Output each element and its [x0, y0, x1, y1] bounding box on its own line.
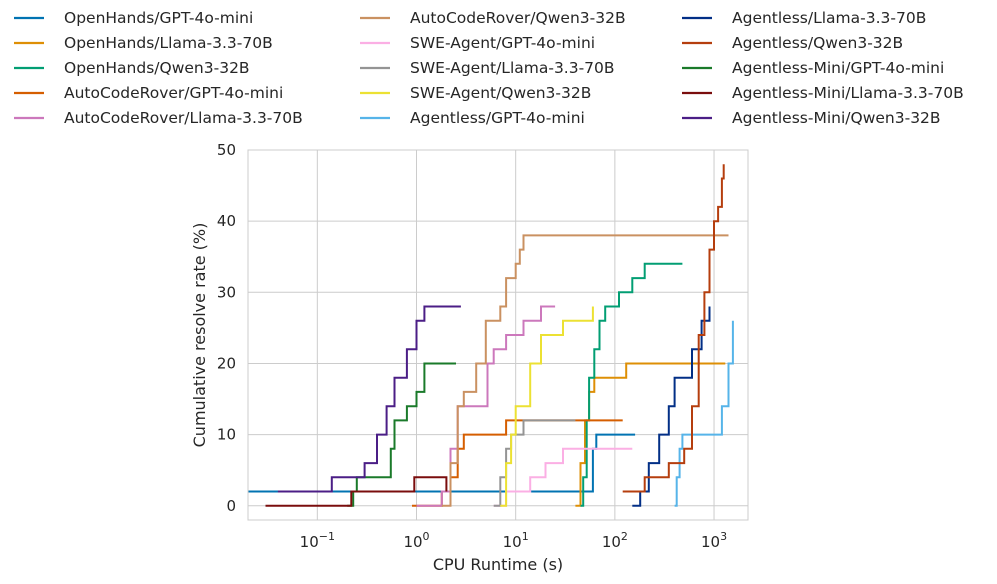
legend: OpenHands/GPT-4o-mini OpenHands/Llama-3.3… — [14, 9, 964, 127]
series-line-agentless-qwen3-32b — [622, 164, 725, 493]
legend-item-agentless-mini-qwen3-32b: Agentless-Mini/Qwen3-32B — [682, 109, 941, 127]
series-line-swe-agent-qwen3-32b — [500, 306, 594, 507]
x-tick-label: 100 — [403, 530, 429, 551]
legend-item-autocoderover-qwen3-32b: AutoCodeRover/Qwen3-32B — [360, 9, 626, 27]
legend-item-agentless-mini-gpt-4o-mini: Agentless-Mini/GPT-4o-mini — [682, 59, 944, 77]
x-tick-label: 101 — [503, 530, 529, 551]
legend-label: AutoCodeRover/Qwen3-32B — [410, 9, 626, 27]
legend-label: SWE-Agent/Qwen3-32B — [410, 84, 591, 102]
legend-item-agentless-gpt-4o-mini: Agentless/GPT-4o-mini — [360, 109, 585, 127]
legend-item-autocoderover-llama-3-3-70b: AutoCodeRover/Llama-3.3-70B — [14, 109, 303, 127]
legend-label: Agentless-Mini/Llama-3.3-70B — [732, 84, 964, 102]
legend-label: Agentless-Mini/Qwen3-32B — [732, 109, 941, 127]
x-tick-label: 102 — [602, 530, 628, 551]
legend-label: OpenHands/Qwen3-32B — [64, 59, 250, 77]
y-tick-labels: 0 10 20 30 40 50 — [217, 141, 236, 515]
series-line-agentless-mini-llama-3-3-70b — [265, 476, 448, 507]
x-tick-label: 103 — [701, 530, 727, 551]
legend-item-openhands-llama-3-3-70b: OpenHands/Llama-3.3-70B — [14, 34, 273, 52]
legend-label: AutoCodeRover/GPT-4o-mini — [64, 84, 283, 102]
legend-item-agentless-qwen3-32b: Agentless/Qwen3-32B — [682, 34, 903, 52]
y-tick-label: 0 — [226, 497, 236, 515]
legend-label: AutoCodeRover/Llama-3.3-70B — [64, 109, 303, 127]
plot-frame — [247, 149, 749, 521]
y-tick-label: 30 — [217, 283, 236, 301]
series-line-agentless-mini-qwen3-32b — [277, 305, 461, 493]
legend-label: SWE-Agent/GPT-4o-mini — [410, 34, 595, 52]
legend-label: SWE-Agent/Llama-3.3-70B — [410, 59, 615, 77]
y-tick-label: 10 — [217, 426, 236, 444]
x-tick-label: 10−1 — [300, 530, 335, 551]
x-axis-title: CPU Runtime (s) — [433, 555, 563, 574]
legend-label: Agentless/GPT-4o-mini — [410, 109, 585, 127]
series-line-swe-agent-llama-3-3-70b — [493, 419, 576, 507]
legend-item-autocoderover-gpt-4o-mini: AutoCodeRover/GPT-4o-mini — [14, 84, 283, 102]
series-line-autocoderover-qwen3-32b — [441, 234, 729, 507]
plot-background — [248, 150, 748, 520]
legend-item-swe-agent-llama-3-3-70b: SWE-Agent/Llama-3.3-70B — [360, 59, 615, 77]
legend-label: OpenHands/Llama-3.3-70B — [64, 34, 273, 52]
legend-item-openhands-qwen3-32b: OpenHands/Qwen3-32B — [14, 59, 250, 77]
series-line-agentless-gpt-4o-mini — [674, 320, 734, 507]
plot-area — [247, 149, 749, 521]
legend-item-swe-agent-qwen3-32b: SWE-Agent/Qwen3-32B — [360, 84, 591, 102]
legend-label: Agentless-Mini/GPT-4o-mini — [732, 59, 944, 77]
y-tick-label: 40 — [217, 212, 236, 230]
y-axis-title: Cumulative resolve rate (%) — [190, 223, 209, 448]
legend-item-agentless-llama-3-3-70b: Agentless/Llama-3.3-70B — [682, 9, 926, 27]
series-line-openhands-qwen3-32b — [580, 262, 683, 507]
series-lines — [248, 164, 734, 507]
legend-item-openhands-gpt-4o-mini: OpenHands/GPT-4o-mini — [14, 9, 253, 27]
legend-item-swe-agent-gpt-4o-mini: SWE-Agent/GPT-4o-mini — [360, 34, 595, 52]
legend-label: OpenHands/GPT-4o-mini — [64, 9, 253, 27]
legend-label: Agentless/Llama-3.3-70B — [732, 9, 926, 27]
x-tick-labels: 10−1 100 101 102 103 — [300, 530, 727, 551]
y-tick-label: 20 — [217, 354, 236, 372]
series-line-agentless-llama-3-3-70b — [632, 306, 711, 507]
legend-item-agentless-mini-llama-3-3-70b: Agentless-Mini/Llama-3.3-70B — [682, 84, 964, 102]
y-tick-label: 50 — [217, 141, 236, 159]
legend-label: Agentless/Qwen3-32B — [732, 34, 903, 52]
